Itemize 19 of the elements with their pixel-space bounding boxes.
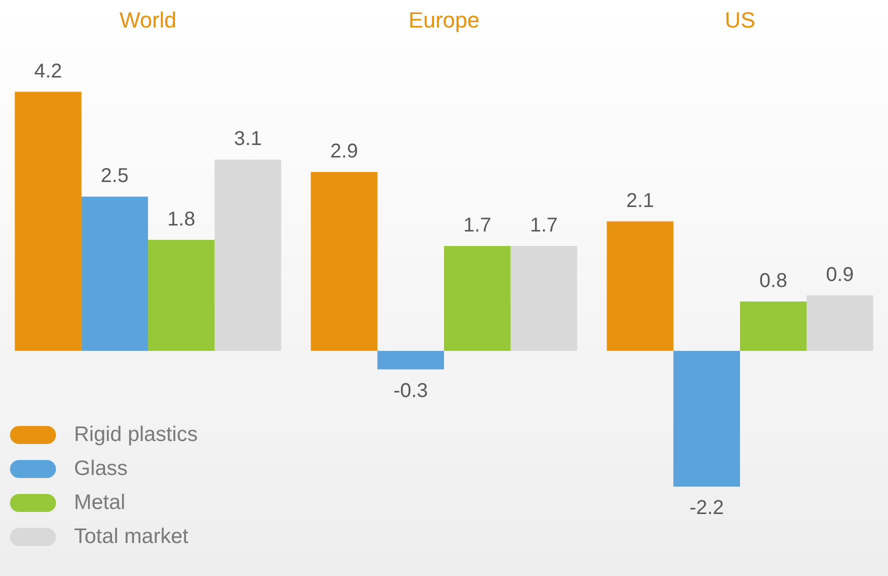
data-label: 0.9 (826, 264, 854, 286)
data-label: -2.2 (689, 497, 724, 520)
x-tick-label: US (724, 7, 756, 32)
data-label: 2.9 (330, 140, 358, 162)
data-label: 1.7 (530, 214, 558, 237)
data-label: 2.5 (100, 165, 129, 188)
data-label: 3.1 (234, 128, 262, 150)
data-label: 0.8 (759, 270, 788, 292)
data-label: 1.8 (167, 208, 196, 230)
legend-label: Total market (74, 525, 188, 549)
data-label: 4.2 (34, 60, 62, 82)
data-label: 2.1 (626, 190, 654, 212)
legend-label: Metal (74, 491, 126, 515)
data-label: 1.7 (463, 214, 492, 237)
legend-label: Glass (74, 457, 128, 481)
x-tick-label: World (119, 7, 177, 32)
x-tick-label: Europe (408, 7, 480, 32)
data-label: -0.3 (393, 380, 428, 402)
legend-label: Rigid plastics (74, 423, 198, 447)
